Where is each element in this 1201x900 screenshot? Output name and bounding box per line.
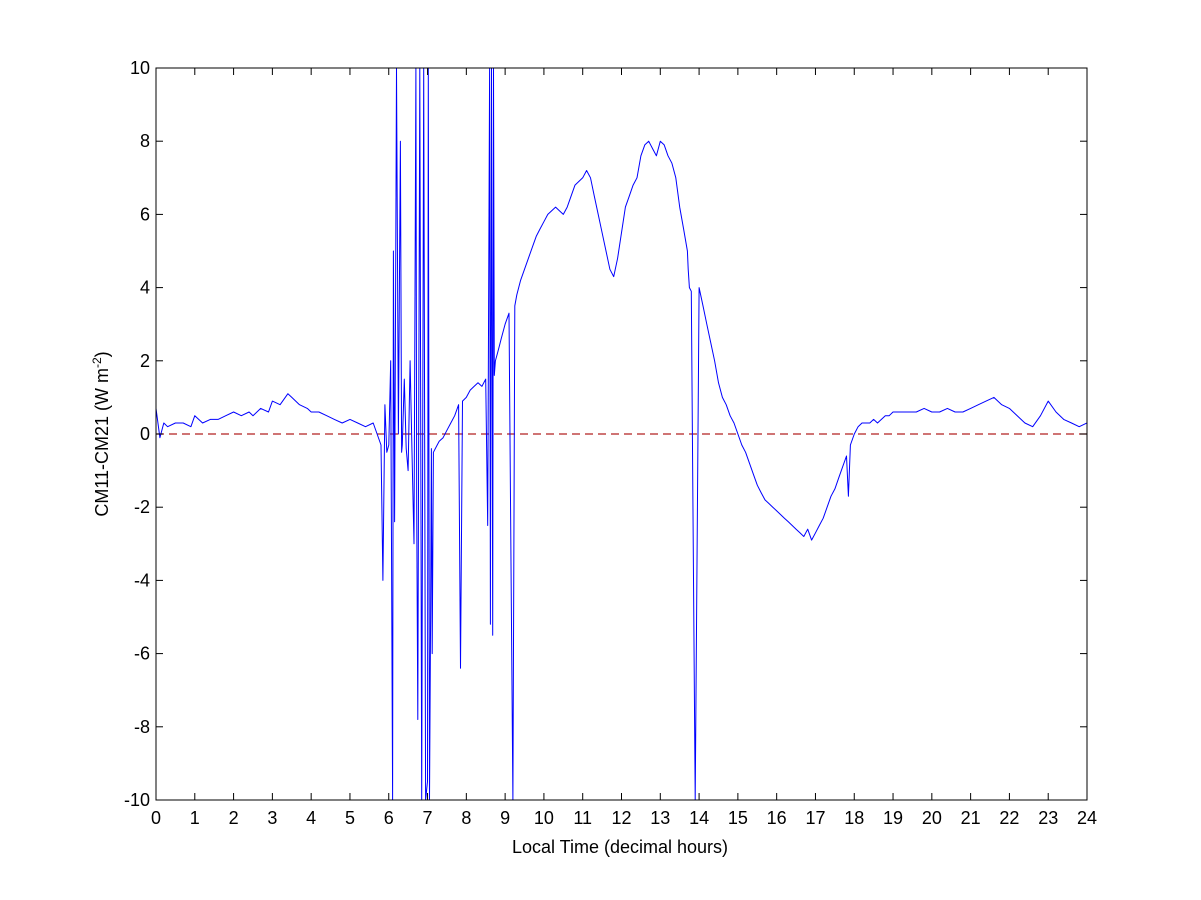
x-tick-label: 12 — [611, 808, 631, 828]
x-tick-label: 21 — [961, 808, 981, 828]
x-tick-label: 4 — [306, 808, 316, 828]
x-tick-label: 16 — [767, 808, 787, 828]
ticks-layer: 0 1 2 3 4 5 6 7 8 9 10 11 12 13 14 15 16 17 18 19 20 21 22 23 24… — [124, 58, 1097, 828]
x-tick-label: 10 — [534, 808, 554, 828]
y-tick-label: 10 — [130, 58, 150, 78]
x-tick-label: 17 — [805, 808, 825, 828]
x-tick-label: 23 — [1038, 808, 1058, 828]
x-tick-label: 22 — [999, 808, 1019, 828]
series-line-cm11-cm21 — [156, 68, 1087, 800]
x-tick-label: 11 — [573, 808, 592, 828]
y-tick-label: 4 — [140, 278, 150, 298]
y-axis-label: CM11-CM21 (W m-2) — [90, 351, 112, 516]
y-tick-label: 8 — [140, 131, 150, 151]
x-tick-label: 6 — [384, 808, 394, 828]
x-tick-label: 15 — [728, 808, 748, 828]
x-tick-label: 1 — [190, 808, 200, 828]
y-tick-label: -8 — [134, 717, 150, 737]
x-tick-label: 3 — [267, 808, 277, 828]
x-tick-label: 14 — [689, 808, 709, 828]
y-tick-label: 2 — [140, 351, 150, 371]
y-tick-label: -4 — [134, 570, 150, 590]
y-tick-label: -2 — [134, 497, 150, 517]
series-layer — [156, 68, 1087, 800]
x-tick-label: 9 — [500, 808, 510, 828]
plot-border — [155, 67, 1088, 801]
x-axis-label: Local Time (decimal hours) — [512, 837, 728, 857]
y-axis-label-main: CM11-CM21 (W m — [92, 368, 112, 517]
x-tick-label: 18 — [844, 808, 864, 828]
x-tick-label: 2 — [229, 808, 239, 828]
x-tick-label: 13 — [650, 808, 670, 828]
y-axis-label-superscript: -2 — [90, 357, 104, 368]
y-axis-label-tail: ) — [92, 351, 112, 357]
x-tick-label: 19 — [883, 808, 903, 828]
x-tick-label: 5 — [345, 808, 355, 828]
x-tick-label: 0 — [151, 808, 161, 828]
y-tick-label: 0 — [140, 424, 150, 444]
y-tick-label: -6 — [134, 644, 150, 664]
y-tick-label: 6 — [140, 204, 150, 224]
x-tick-label: 20 — [922, 808, 942, 828]
x-tick-label: 7 — [423, 808, 433, 828]
y-tick-label: -10 — [124, 790, 150, 810]
x-tick-label: 24 — [1077, 808, 1097, 828]
plot-area — [155, 67, 1088, 801]
x-tick-label: 8 — [461, 808, 471, 828]
